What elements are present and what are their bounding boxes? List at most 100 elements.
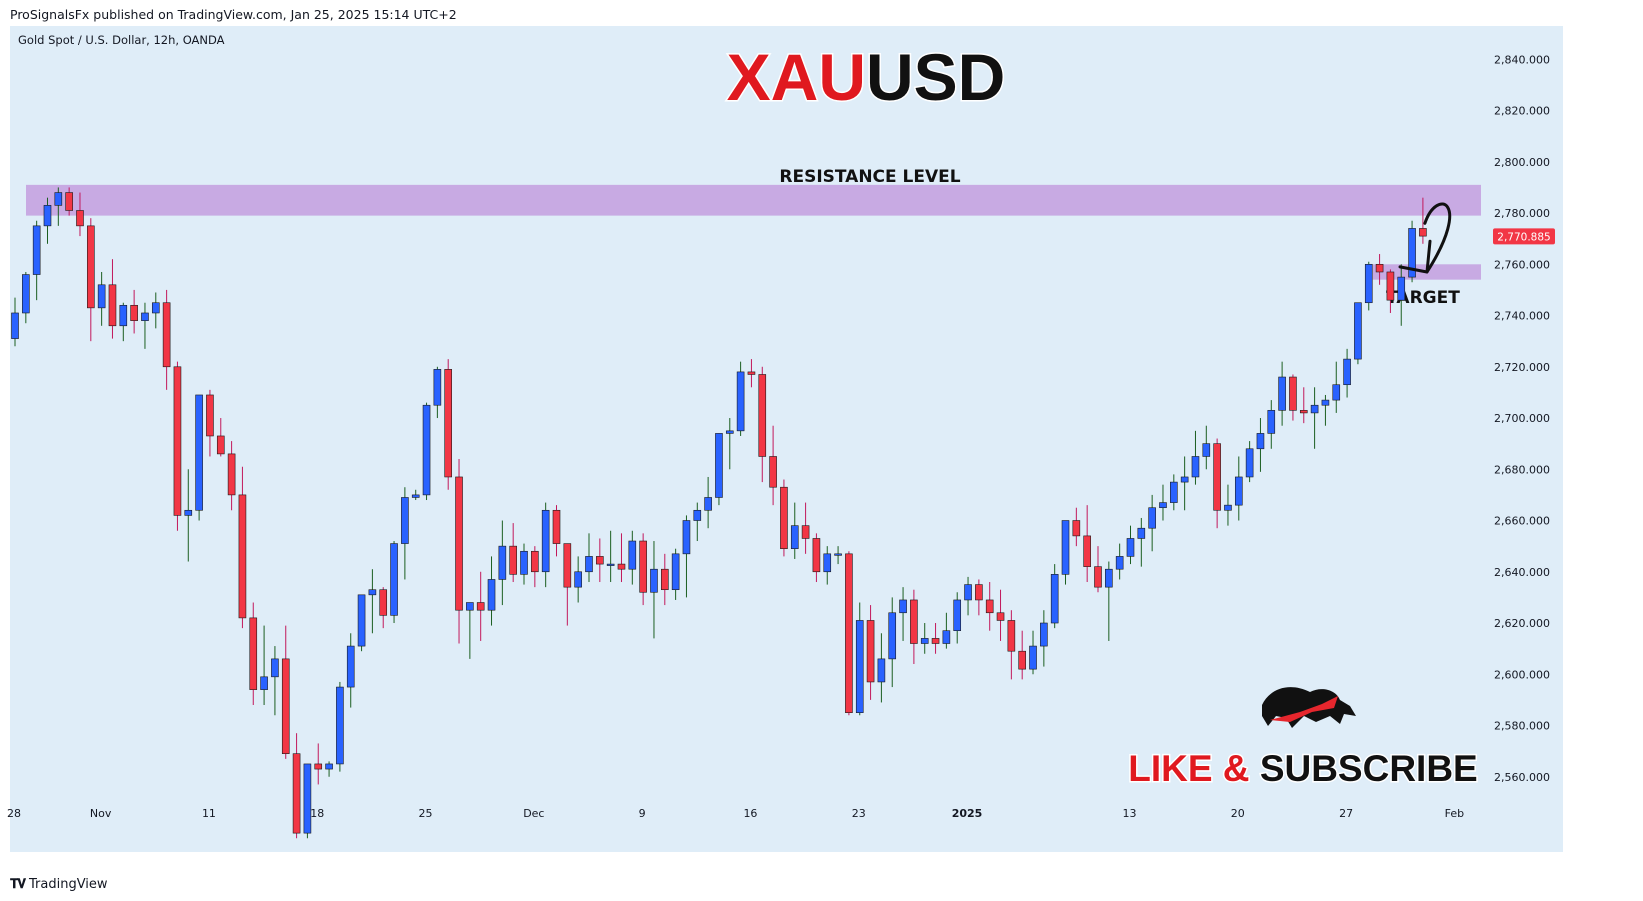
candle [660,553,669,606]
price-tick-label: 2,580.000 [1494,720,1550,733]
candle [390,541,398,624]
candle [585,533,593,583]
time-tick-label: 27 [1339,807,1353,820]
candle [758,366,767,483]
candle [736,361,745,436]
resistance-zone [26,184,1481,216]
candle [206,389,214,457]
candle [552,505,561,557]
time-tick-label: 2025 [952,807,983,820]
candle [855,602,864,716]
candle [964,576,972,616]
time-tick-label: Nov [90,807,112,820]
candle [162,289,171,390]
candle [628,530,637,585]
price-tick-label: 2,780.000 [1494,207,1550,220]
tradingview-brand[interactable]: 𝐓𝐕 TradingView [10,877,108,892]
candle [1299,387,1308,424]
time-ticks: 28 Nov 11 18 25 Dec 9 16 23 2025 13 20 27 Feb [7,807,1464,820]
candle [173,361,182,531]
candle [1397,264,1406,326]
price-ticks: 2,560.000 2,580.000 2,600.000 2,620.000 2,64… [1494,53,1550,783]
candle [184,469,193,562]
tradingview-logo-icon: 𝐓𝐕 [10,877,26,892]
time-tick-label: 18 [310,807,324,820]
candle [747,359,756,388]
subscribe-text: SUBSCRIBE [1260,748,1478,789]
tradingview-label: TradingView [29,877,108,892]
candle [141,302,149,349]
candle [1137,517,1146,567]
candle [1115,543,1124,580]
candle [249,602,258,706]
time-tick-label: 23 [852,807,866,820]
time-tick-label: Dec [523,807,544,820]
time-axis[interactable] [10,828,1563,852]
candle [379,587,388,629]
candle [1061,520,1070,585]
price-axis[interactable] [1488,26,1563,828]
price-tick-label: 2,560.000 [1494,771,1550,784]
last-price-tag-bg [1493,228,1555,245]
candle [596,538,604,583]
candle [574,556,582,603]
chart-title-part1: XAU [727,40,866,114]
candle [563,543,572,626]
time-tick-label: 13 [1122,807,1136,820]
candle [1159,484,1167,521]
candle [639,533,647,606]
price-tick-label: 2,680.000 [1494,463,1550,476]
candle [704,476,712,529]
price-tick-label: 2,660.000 [1494,515,1550,528]
price-tick-label: 2,720.000 [1494,361,1550,374]
candle [1256,418,1265,472]
candle [444,359,453,490]
plot-area[interactable] [10,26,1488,828]
candle [195,394,203,521]
candle [281,625,290,759]
time-tick-label: Feb [1445,807,1464,820]
candle [1072,507,1081,547]
candle [487,556,496,626]
candlestick-chart[interactable]: Gold Spot / U.S. Dollar, 12h, OANDA XAUU… [0,0,1643,870]
price-tick-label: 2,620.000 [1494,617,1550,630]
candle [1191,430,1200,485]
candle [325,761,333,777]
candle [953,592,962,644]
candle [292,733,301,839]
candle [336,681,344,772]
candle [910,589,918,665]
candle [11,297,19,347]
price-tick-label: 2,600.000 [1494,668,1550,681]
candle [682,515,691,598]
candle [617,533,626,583]
candle [780,479,788,557]
candle [931,623,940,654]
candle [260,625,268,706]
candle [151,292,160,329]
like-text: LIKE & [1128,748,1260,789]
candle [498,520,507,606]
candle [314,743,323,785]
price-tick-label: 2,700.000 [1494,412,1550,425]
candle [1040,610,1048,667]
candle [271,646,279,716]
candle [1148,494,1156,552]
candle [845,551,853,716]
candle [433,366,442,419]
candle [1224,484,1232,526]
candle [1245,441,1254,483]
candle [693,502,702,542]
candle [411,489,420,501]
candle [1332,361,1341,413]
chart-title: XAUUSD [727,40,1006,114]
time-tick-label: 25 [419,807,433,820]
candle [888,597,897,688]
candle [1018,630,1026,680]
candle [823,546,832,585]
candle [1408,220,1416,283]
candle [346,633,355,708]
last-price-tag: 2,770.885 [1493,228,1555,245]
candle [357,594,366,652]
candle [606,530,615,583]
